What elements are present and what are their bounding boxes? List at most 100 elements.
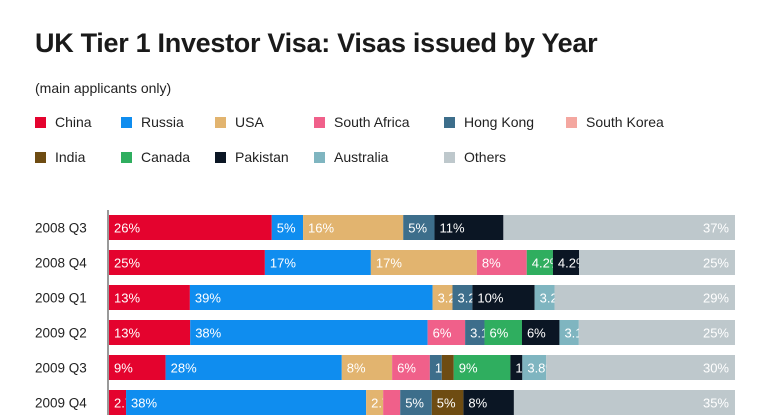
data-label: 8%	[468, 396, 487, 411]
bar-segment-canada	[526, 250, 553, 275]
legend-swatch	[121, 151, 132, 163]
data-label: 6%	[489, 326, 508, 341]
data-label: 39%	[195, 291, 221, 306]
bar-segment-australia	[559, 320, 579, 345]
bar-segment-south-africa	[427, 320, 466, 345]
category-label: 2009 Q3	[35, 361, 87, 376]
data-label: 5%	[408, 221, 427, 236]
bar-segment-pakistan	[463, 390, 514, 415]
bar-segment-others	[513, 390, 735, 415]
chart-subtitle: (main applicants only)	[35, 80, 172, 96]
bar-segment-russia	[126, 390, 367, 415]
data-label: 13%	[114, 291, 140, 306]
bar-segment-usa	[341, 355, 393, 380]
legend-swatch	[444, 116, 455, 128]
bar-segment-hong-kong	[400, 390, 432, 415]
bar-segment-south-africa	[392, 355, 430, 380]
category-label: 2009 Q2	[35, 326, 87, 341]
data-label: 35%	[703, 396, 729, 411]
legend-item-australia: Australia	[314, 149, 388, 165]
bar-segment-others	[579, 250, 735, 275]
chart-title: UK Tier 1 Investor Visa: Visas issued by…	[35, 28, 598, 58]
legend-label: Others	[464, 149, 507, 165]
bar-segment-russia	[264, 250, 371, 275]
bar-segment-china	[109, 215, 272, 240]
bar-segment-china	[109, 250, 265, 275]
legend-label: USA	[235, 114, 264, 130]
category-label: 2009 Q1	[35, 291, 87, 306]
bar-segment-hong-kong	[452, 285, 473, 310]
data-label: 17%	[270, 256, 296, 271]
data-label: 13%	[114, 326, 140, 341]
legend-label: Russia	[141, 114, 184, 130]
data-label: 5%	[437, 396, 456, 411]
bar-segment-others	[578, 320, 735, 345]
legend-swatch	[314, 116, 325, 128]
bar-segment-china	[109, 355, 166, 380]
data-label: 8%	[347, 361, 366, 376]
data-label: 8%	[482, 256, 501, 271]
bar-segment-others	[554, 285, 735, 310]
bar-segment-hong-kong	[429, 355, 442, 380]
data-label: 5%	[277, 221, 296, 236]
category-label: 2008 Q3	[35, 221, 87, 236]
bar-segment-usa	[432, 285, 453, 310]
bar-segment-india	[431, 390, 464, 415]
data-label: 6%	[397, 361, 416, 376]
legend-item-south-korea: South Korea	[566, 114, 664, 130]
bar-segment-pakistan	[472, 285, 535, 310]
bar-segment-china	[109, 390, 127, 415]
bar-segment-china	[109, 320, 191, 345]
data-label: 25%	[703, 256, 729, 271]
bar-segment-pakistan	[552, 250, 580, 275]
data-label: 6%	[527, 326, 546, 341]
legend-item-china: China	[35, 114, 92, 130]
legend-label: Canada	[141, 149, 191, 165]
data-label: 38%	[131, 396, 157, 411]
bar-segment-russia	[165, 355, 342, 380]
legend-label: South Korea	[586, 114, 664, 130]
bar-segment-australia	[522, 355, 547, 380]
legend-item-south-africa: South Africa	[314, 114, 410, 130]
data-label: 25%	[703, 326, 729, 341]
legend-swatch	[35, 151, 46, 163]
legend-label: Australia	[334, 149, 389, 165]
legend-swatch	[566, 116, 577, 128]
legend-swatch	[314, 151, 325, 163]
bar-segment-others	[503, 215, 735, 240]
legend-item-canada: Canada	[121, 149, 190, 165]
bar-segment-usa	[366, 390, 384, 415]
data-label: 9%	[459, 361, 478, 376]
legend-item-india: India	[35, 149, 85, 165]
legend-label: Hong Kong	[464, 114, 535, 130]
data-label: 11%	[440, 221, 465, 236]
legend: China Russia USA South Africa Hong Kong South…	[35, 114, 755, 174]
bar-segment-russia	[271, 215, 304, 240]
bar-segment-hong-kong	[465, 320, 485, 345]
legend-swatch	[215, 116, 226, 128]
data-label: 29%	[703, 291, 729, 306]
bar-segment-pakistan	[510, 355, 523, 380]
legend-swatch	[444, 151, 455, 163]
legend-swatch	[121, 116, 132, 128]
data-label: 25%	[114, 256, 140, 271]
data-label: 16%	[308, 221, 334, 236]
data-label: 28%	[171, 361, 197, 376]
bar-segment-australia	[534, 285, 555, 310]
legend-label: China	[55, 114, 92, 130]
bar-segment-canada	[453, 355, 511, 380]
bar-segment-usa	[370, 250, 477, 275]
bar-segment-others	[546, 355, 735, 380]
legend-item-others: Others	[444, 149, 506, 165]
legend-item-pakistan: Pakistan	[215, 149, 289, 165]
data-label: 26%	[114, 221, 140, 236]
data-label: 38%	[195, 326, 221, 341]
data-label: 9%	[114, 361, 133, 376]
legend-label: South Africa	[334, 114, 410, 130]
data-label: 6%	[433, 326, 452, 341]
bar-segment-hong-kong	[403, 215, 435, 240]
bar-segment-south-africa	[476, 250, 527, 275]
bar-segment-usa	[303, 215, 404, 240]
bar-segment-china	[109, 285, 190, 310]
